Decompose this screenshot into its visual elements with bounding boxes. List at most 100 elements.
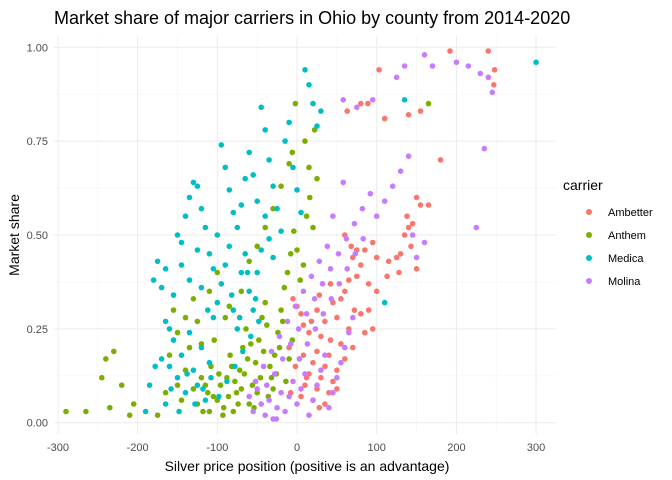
data-point-ambetter [330,378,336,385]
data-point-medica [218,281,225,287]
data-point-ambetter [342,288,348,295]
data-point-medica [150,277,157,283]
data-point-anthem [310,224,316,231]
data-point-medica [214,299,221,306]
data-point-molina [287,341,294,347]
data-point-ambetter [362,329,368,336]
data-point-medica [238,202,245,208]
data-point-molina [262,412,269,419]
data-point-anthem [264,322,270,328]
data-point-ambetter [365,100,371,107]
data-point-medica [290,164,296,171]
data-point-ambetter [300,352,307,359]
data-point-molina [327,266,334,272]
legend-key-molina [586,278,592,284]
data-point-ambetter [310,359,316,366]
data-point-ambetter [381,115,388,122]
data-point-ambetter [334,367,340,374]
data-point-anthem [174,382,181,389]
data-point-molina [273,416,280,422]
data-point-molina [292,303,299,310]
data-point-molina [352,251,359,257]
data-point-medica [226,187,233,193]
data-point-molina [310,397,316,404]
data-point-ambetter [322,401,328,407]
data-point-anthem [217,382,224,389]
data-point-anthem [287,251,294,257]
data-point-medica [278,228,284,234]
data-point-molina [354,104,360,111]
data-point-ambetter [290,296,296,302]
data-point-anthem [206,408,213,415]
data-point-medica [205,307,211,313]
data-point-medica [178,262,185,268]
legend-title: carrier [563,177,603,193]
data-point-medica [198,284,205,291]
data-point-ambetter [385,258,392,265]
data-point-anthem [83,408,89,415]
legend-key-anthem [586,232,592,238]
data-point-ambetter [344,108,351,114]
data-point-anthem [190,386,197,392]
data-point-anthem [255,337,262,343]
data-point-anthem [220,412,226,419]
data-point-anthem [233,389,240,396]
data-point-ambetter [393,254,400,261]
data-point-anthem [178,397,185,404]
data-point-medica [178,239,185,246]
data-point-medica [174,232,181,238]
data-point-molina [340,97,347,103]
data-point-ambetter [491,82,497,88]
data-point-molina [344,266,351,272]
legend-key-ambetter [586,209,592,215]
data-point-anthem [182,314,189,321]
data-point-ambetter [365,307,372,313]
data-point-medica [246,288,252,295]
data-point-anthem [289,149,296,156]
data-point-medica [194,382,201,389]
data-point-molina [311,296,318,302]
data-point-molina [481,145,488,152]
data-point-medica [206,251,213,257]
data-point-anthem [260,348,267,355]
data-point-molina [308,273,315,280]
data-point-molina [413,254,420,261]
legend-label-medica: Medica [608,253,644,265]
data-point-ambetter [322,318,328,325]
data-point-ambetter [376,67,382,73]
data-point-anthem [284,269,291,276]
data-point-medica [255,318,262,325]
data-point-anthem [248,341,254,347]
data-point-medica [294,187,300,193]
data-point-ambetter [373,254,380,261]
data-point-anthem [276,344,283,351]
data-point-molina [373,213,380,219]
data-point-molina [421,52,428,58]
data-point-molina [485,74,492,81]
data-point-medica [230,307,237,313]
y-tick-label: 0.50 [27,230,48,242]
data-point-medica [314,123,320,129]
legend-key-medica [586,255,592,261]
data-point-ambetter [365,281,372,287]
data-point-ambetter [405,224,412,231]
data-point-molina [296,356,303,362]
data-point-anthem [206,288,213,295]
data-point-anthem [200,408,206,415]
data-point-anthem [126,412,133,419]
data-point-medica [234,326,241,332]
data-point-anthem [249,382,256,389]
data-point-medica [182,389,189,396]
data-point-molina [300,288,307,295]
data-point-anthem [246,401,252,407]
data-point-molina [429,63,436,69]
data-point-molina [489,89,496,96]
data-point-medica [210,266,217,272]
data-point-medica [248,333,254,340]
data-point-medica [216,393,222,400]
data-point-medica [186,277,193,283]
data-point-medica [318,108,324,114]
data-point-ambetter [346,277,352,283]
data-point-molina [271,371,278,377]
data-point-anthem [279,318,286,325]
